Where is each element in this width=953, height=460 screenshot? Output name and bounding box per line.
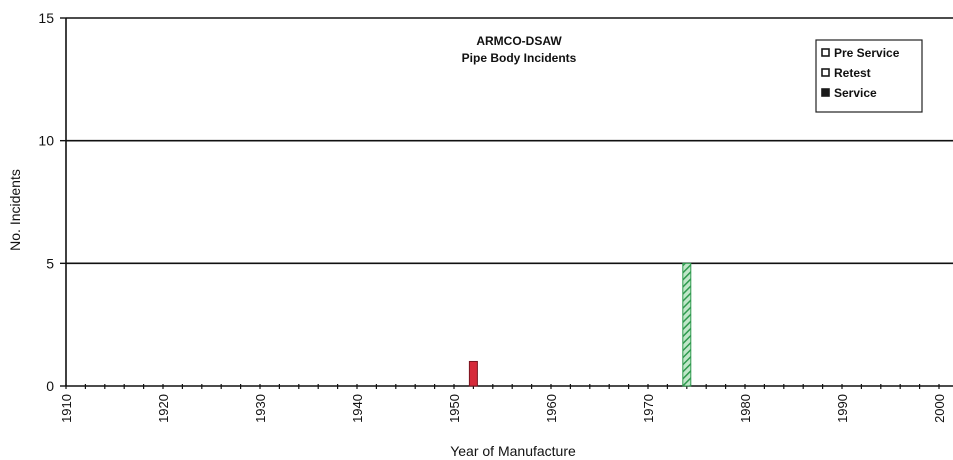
x-axis-label: Year of Manufacture xyxy=(450,443,576,459)
y-axis-label: No. Incidents xyxy=(7,169,23,251)
bar-service-1952 xyxy=(468,360,478,387)
legend: Pre Service Retest Service xyxy=(815,39,923,113)
y-tick-label: 15 xyxy=(38,10,54,26)
y-tick-label: 10 xyxy=(38,133,54,149)
x-tick-label: 1940 xyxy=(350,394,365,423)
chart-title: ARMCO-DSAW xyxy=(476,34,562,48)
x-tick-label: 1970 xyxy=(641,394,656,423)
legend-label-service: Service xyxy=(834,86,877,100)
x-tick-label: 1960 xyxy=(544,394,559,423)
x-tick-label: 1950 xyxy=(447,394,462,423)
bar-retest-1974 xyxy=(682,262,692,387)
x-tick-label: 1910 xyxy=(59,394,74,423)
tick-labels: 0 5 10 15 1910 1920 1930 1940 1950 1960 1970 1980 19… xyxy=(38,10,947,423)
x-tick-label: 2000 xyxy=(932,394,947,423)
legend-label-retest: Retest xyxy=(834,66,871,80)
legend-swatch-retest xyxy=(821,68,830,77)
gridlines xyxy=(66,17,953,265)
y-tick-label: 5 xyxy=(46,255,54,271)
legend-swatch-service xyxy=(821,88,830,97)
x-tick-label: 1930 xyxy=(253,394,268,423)
legend-swatch-pre-service xyxy=(821,48,830,57)
y-tick-label: 0 xyxy=(46,378,54,394)
x-tick-label: 1920 xyxy=(156,394,171,423)
x-tick-label: 1980 xyxy=(738,394,753,423)
chart-subtitle: Pipe Body Incidents xyxy=(462,51,577,65)
legend-box xyxy=(815,39,923,113)
x-tick-label: 1990 xyxy=(835,394,850,423)
axes xyxy=(60,17,953,389)
bars xyxy=(468,262,692,387)
legend-label-pre-service: Pre Service xyxy=(834,46,900,60)
